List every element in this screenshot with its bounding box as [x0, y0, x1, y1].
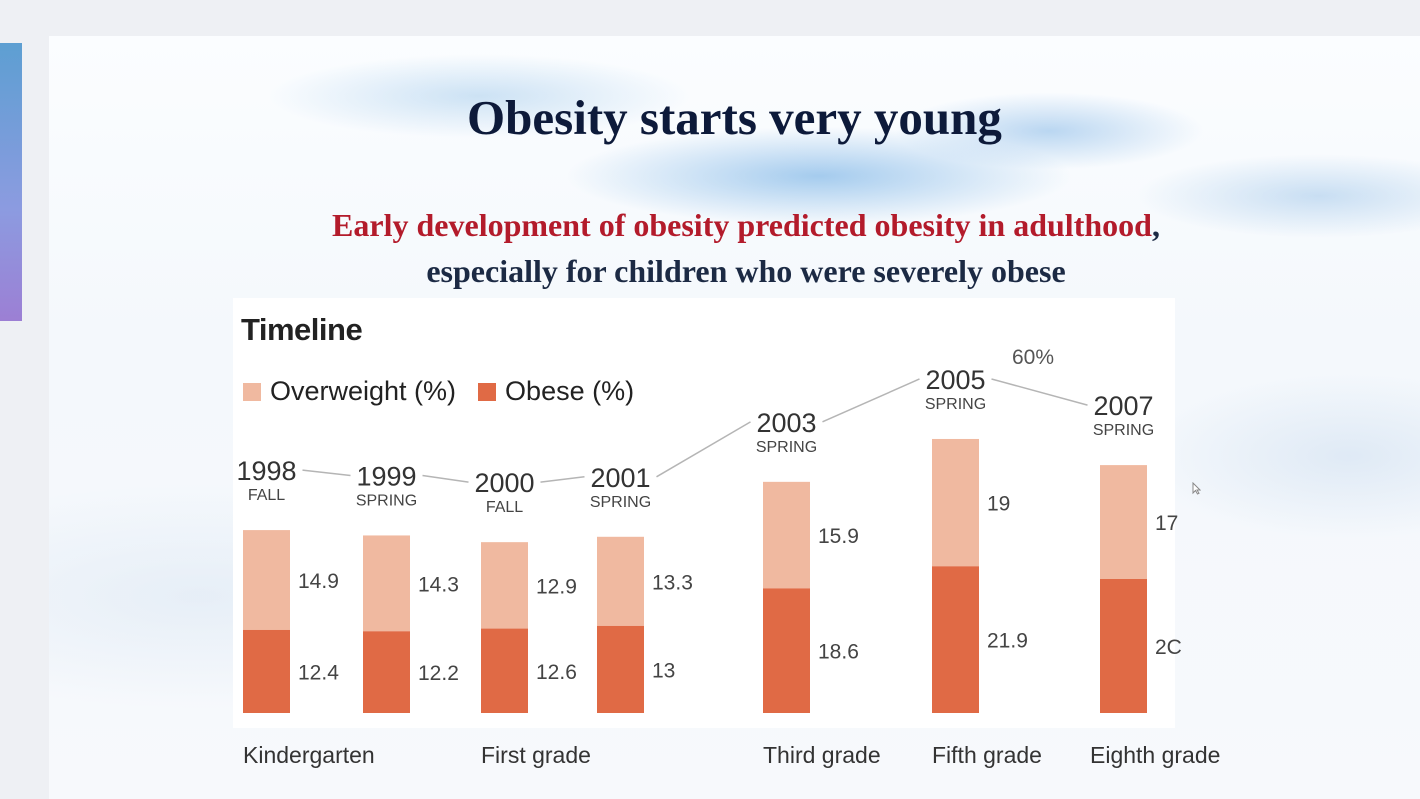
chart-title: Timeline: [241, 312, 363, 347]
subtitle-comma: ,: [1151, 207, 1160, 243]
slide-subtitle: Early development of obesity predicted o…: [49, 202, 1420, 294]
subtitle-line-2: especially for children who were severel…: [426, 253, 1066, 289]
chart-legend: Overweight (%) Obese (%): [243, 376, 656, 407]
chart-annotation: 60%: [1012, 346, 1055, 369]
legend-item-obese: Obese (%): [478, 376, 634, 407]
slide-title: Obesity starts very young: [467, 90, 1002, 145]
subtitle-highlight: Early development of obesity predicted o…: [332, 207, 1152, 243]
legend-swatch-obese: [478, 382, 497, 401]
legend-label-overweight: Overweight (%): [270, 376, 457, 406]
mouse-cursor-icon: [1192, 482, 1201, 495]
legend-label-obese: Obese (%): [505, 376, 635, 406]
legend-item-overweight: Overweight (%): [243, 376, 456, 407]
legend-swatch-overweight: [243, 382, 261, 401]
slide: Obesity starts very young Early developm…: [49, 36, 1420, 799]
side-accent-strip: [0, 43, 22, 321]
